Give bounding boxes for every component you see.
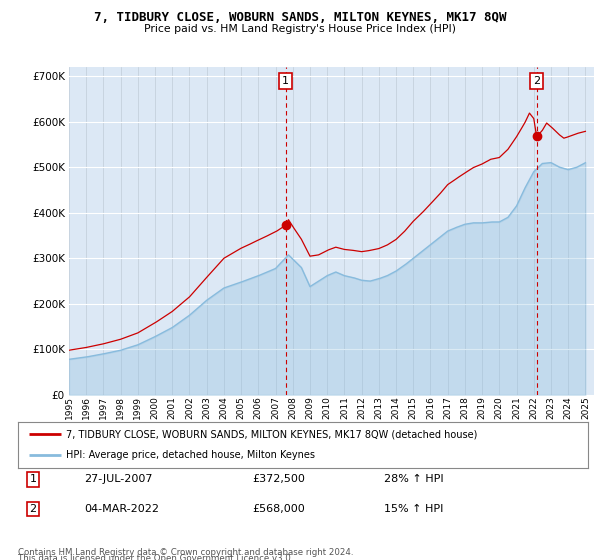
Text: 28% ↑ HPI: 28% ↑ HPI — [384, 474, 443, 484]
Text: This data is licensed under the Open Government Licence v3.0.: This data is licensed under the Open Gov… — [18, 554, 293, 560]
Text: 04-MAR-2022: 04-MAR-2022 — [84, 504, 159, 514]
Text: HPI: Average price, detached house, Milton Keynes: HPI: Average price, detached house, Milt… — [67, 450, 316, 460]
Text: Contains HM Land Registry data © Crown copyright and database right 2024.: Contains HM Land Registry data © Crown c… — [18, 548, 353, 557]
Text: 1: 1 — [29, 474, 37, 484]
Text: £568,000: £568,000 — [252, 504, 305, 514]
Text: 15% ↑ HPI: 15% ↑ HPI — [384, 504, 443, 514]
Text: 2: 2 — [29, 504, 37, 514]
Text: 7, TIDBURY CLOSE, WOBURN SANDS, MILTON KEYNES, MK17 8QW: 7, TIDBURY CLOSE, WOBURN SANDS, MILTON K… — [94, 11, 506, 24]
Text: Price paid vs. HM Land Registry's House Price Index (HPI): Price paid vs. HM Land Registry's House … — [144, 24, 456, 34]
Text: £372,500: £372,500 — [252, 474, 305, 484]
Text: 1: 1 — [282, 76, 289, 86]
Text: 2: 2 — [533, 76, 540, 86]
Text: 7, TIDBURY CLOSE, WOBURN SANDS, MILTON KEYNES, MK17 8QW (detached house): 7, TIDBURY CLOSE, WOBURN SANDS, MILTON K… — [67, 429, 478, 439]
Text: 27-JUL-2007: 27-JUL-2007 — [84, 474, 152, 484]
